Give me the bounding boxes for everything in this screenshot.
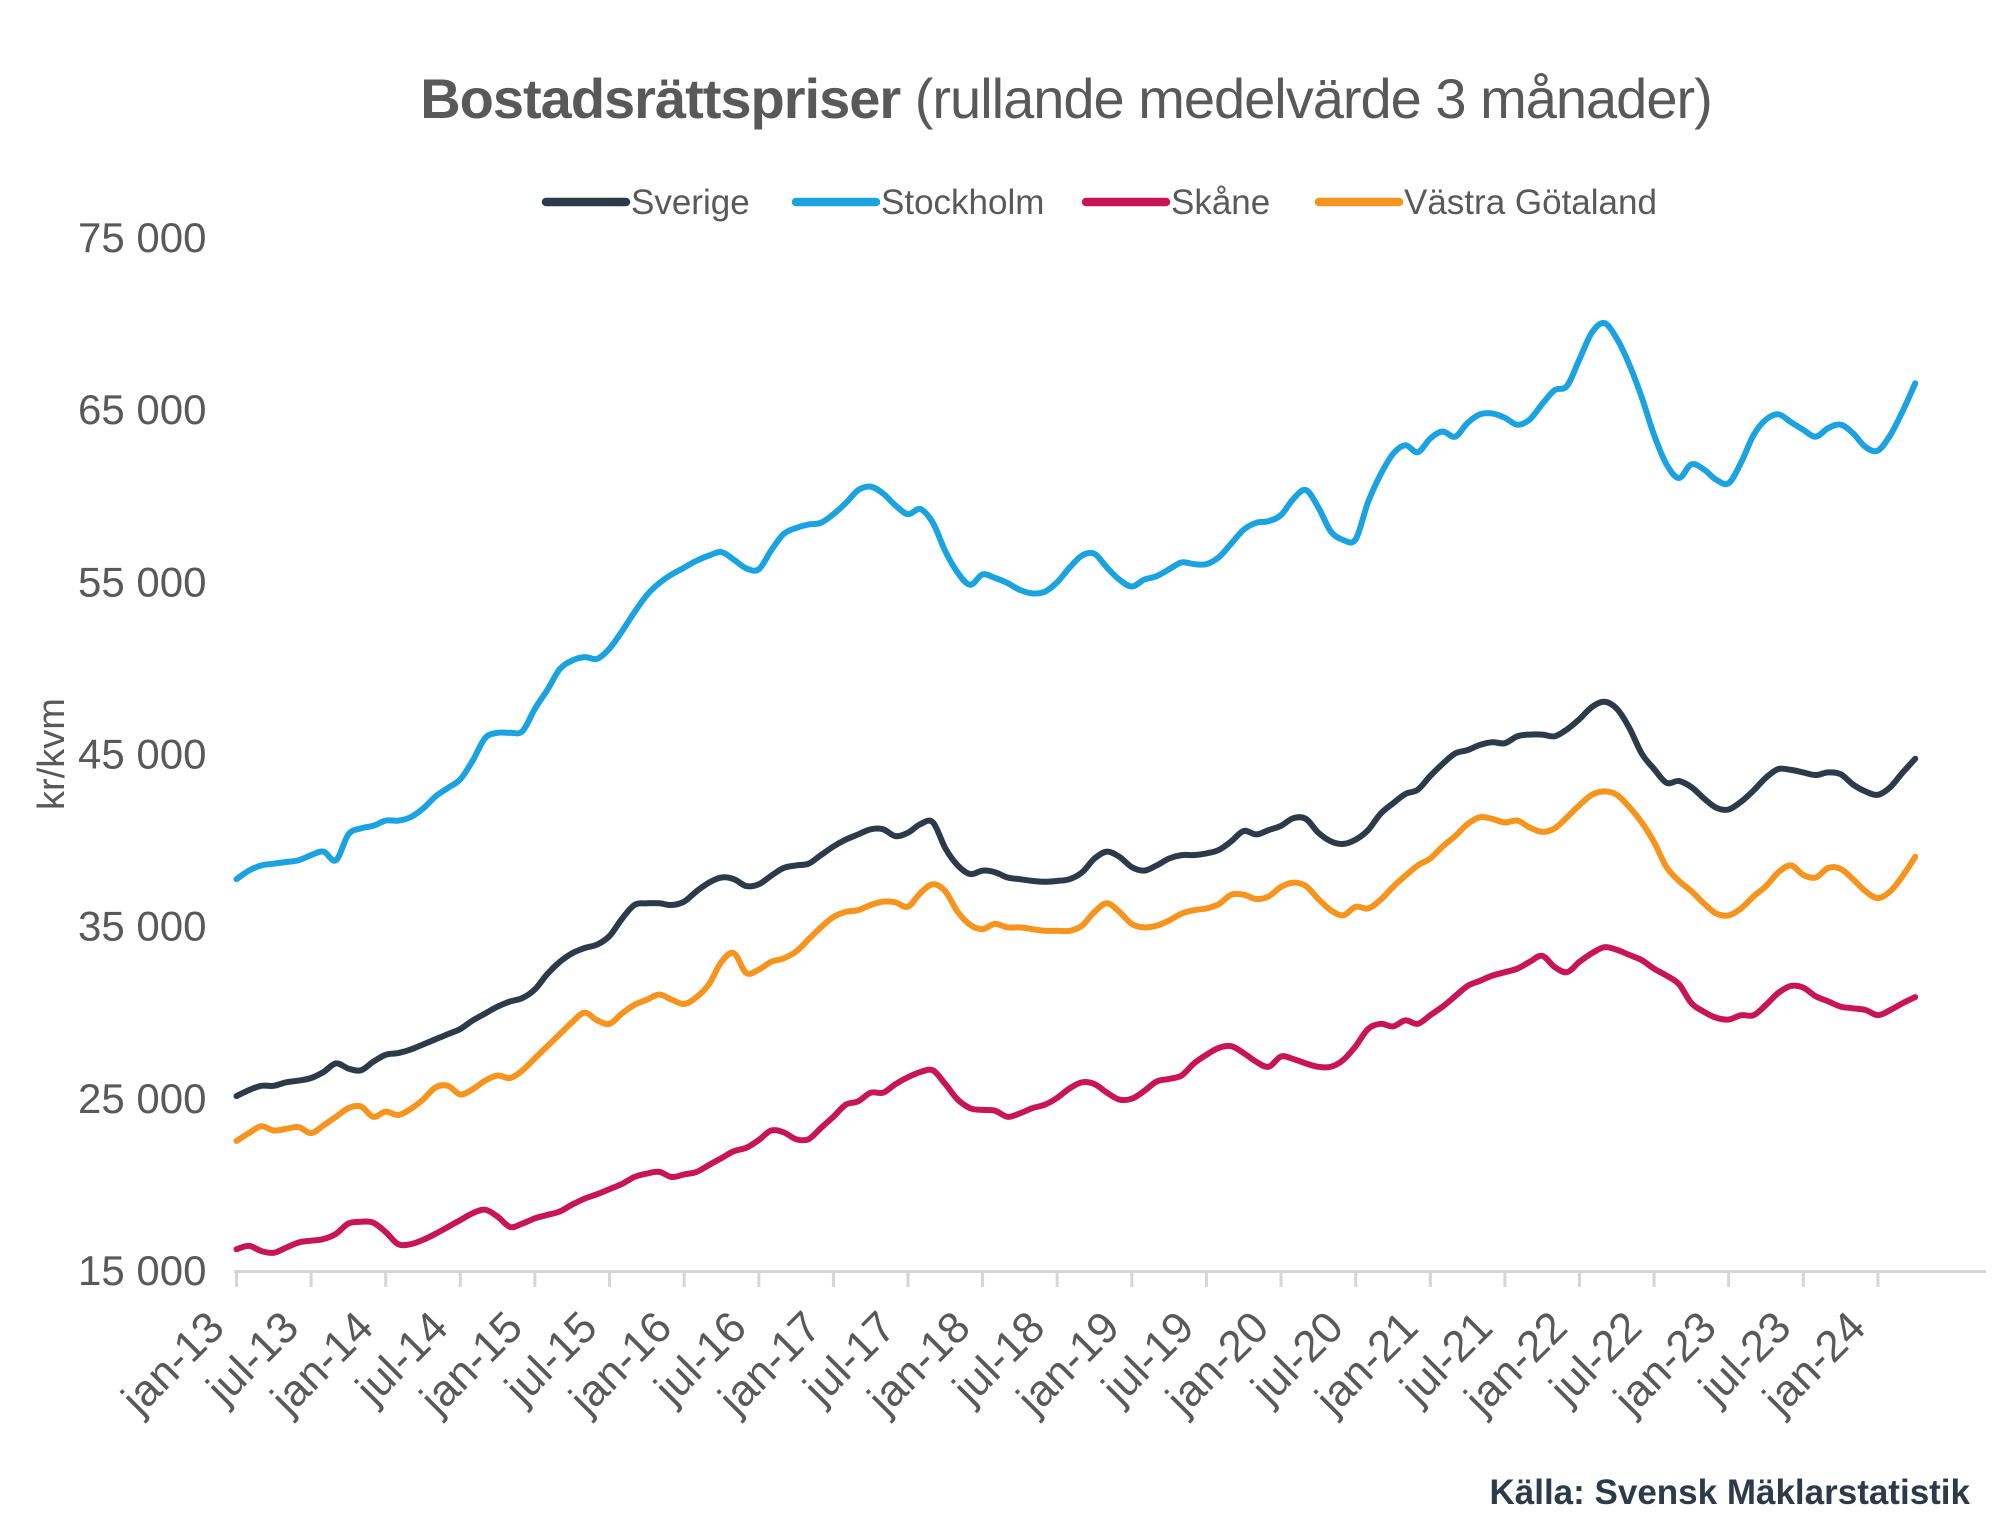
svg-text:Skåne: Skåne xyxy=(1171,183,1270,222)
svg-text:15 000: 15 000 xyxy=(78,1247,206,1294)
svg-text:Stockholm: Stockholm xyxy=(881,183,1044,222)
svg-text:Sverige: Sverige xyxy=(631,183,750,222)
svg-text:Bostadsrättspriser (rullande m: Bostadsrättspriser (rullande medelvärde … xyxy=(420,67,1712,130)
svg-text:75 000: 75 000 xyxy=(78,214,206,261)
svg-text:35 000: 35 000 xyxy=(78,903,206,950)
svg-text:55 000: 55 000 xyxy=(78,558,206,605)
svg-text:45 000: 45 000 xyxy=(78,731,206,778)
svg-text:25 000: 25 000 xyxy=(78,1075,206,1122)
svg-text:Västra Götaland: Västra Götaland xyxy=(1404,183,1657,222)
svg-text:Källa: Svensk Mäklarstatistik: Källa: Svensk Mäklarstatistik xyxy=(1489,1473,1970,1512)
svg-text:65 000: 65 000 xyxy=(78,386,206,433)
svg-text:kr/kvm: kr/kvm xyxy=(31,698,73,810)
